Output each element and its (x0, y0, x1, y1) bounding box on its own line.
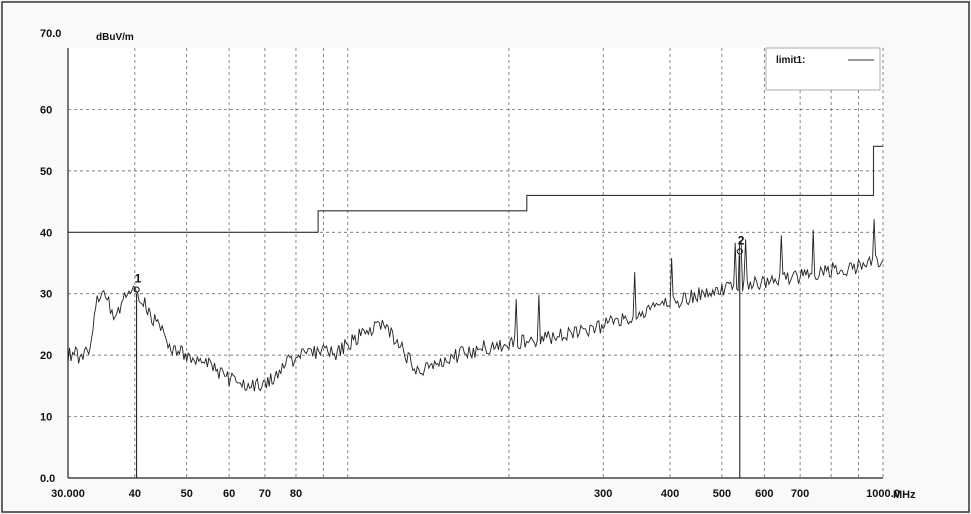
grid-lines (68, 48, 884, 478)
x-tick-label: 500 (713, 488, 731, 500)
legend-box (765, 47, 881, 91)
axes: 0.0 10 20 30 40 50 60 70.0 30.000 40 50 60 70 80 300 40… (40, 28, 900, 500)
y-tick-label: 20 (40, 350, 52, 362)
y-tick-label: 30 (40, 289, 52, 301)
x-tick-label: 1000.0 (866, 488, 900, 500)
y-tick-label: 70.0 (40, 28, 61, 40)
marker-dot (736, 248, 743, 255)
marker-label: 1 (135, 272, 142, 286)
plot-background (68, 48, 883, 478)
markers: 12 (133, 233, 745, 478)
x-axis-unit-label: MHz (893, 489, 916, 501)
y-tick-label: 50 (40, 166, 52, 178)
x-tick-label: 40 (129, 488, 141, 500)
x-tick-label: 70 (259, 488, 271, 500)
marker-1: 1 (133, 272, 142, 478)
marker-dot (133, 286, 140, 293)
x-tick-label: 30.000 (51, 488, 85, 500)
marker-2: 2 (736, 233, 745, 478)
x-tick-label: 50 (181, 488, 193, 500)
series-lines (67, 145, 884, 392)
x-tick-label: 300 (594, 488, 612, 500)
y-axis-unit-label: dBuV/m (96, 32, 134, 43)
x-tick-label: 700 (791, 488, 809, 500)
x-tick-label: 80 (290, 488, 302, 500)
marker-label: 2 (738, 233, 745, 247)
series-line-1 (67, 219, 884, 392)
x-tick-label: 400 (661, 488, 679, 500)
y-tick-label: 40 (40, 227, 52, 239)
legend-label-limit1: limit1: (776, 55, 805, 66)
x-tick-label: 600 (755, 488, 773, 500)
y-tick-label: 60 (40, 104, 52, 116)
x-tick-label: 60 (223, 488, 235, 500)
y-tick-label: 0.0 (40, 473, 55, 485)
legend: limit1: (765, 47, 881, 91)
y-tick-label: 10 (40, 412, 52, 424)
series-line-0 (68, 145, 883, 233)
